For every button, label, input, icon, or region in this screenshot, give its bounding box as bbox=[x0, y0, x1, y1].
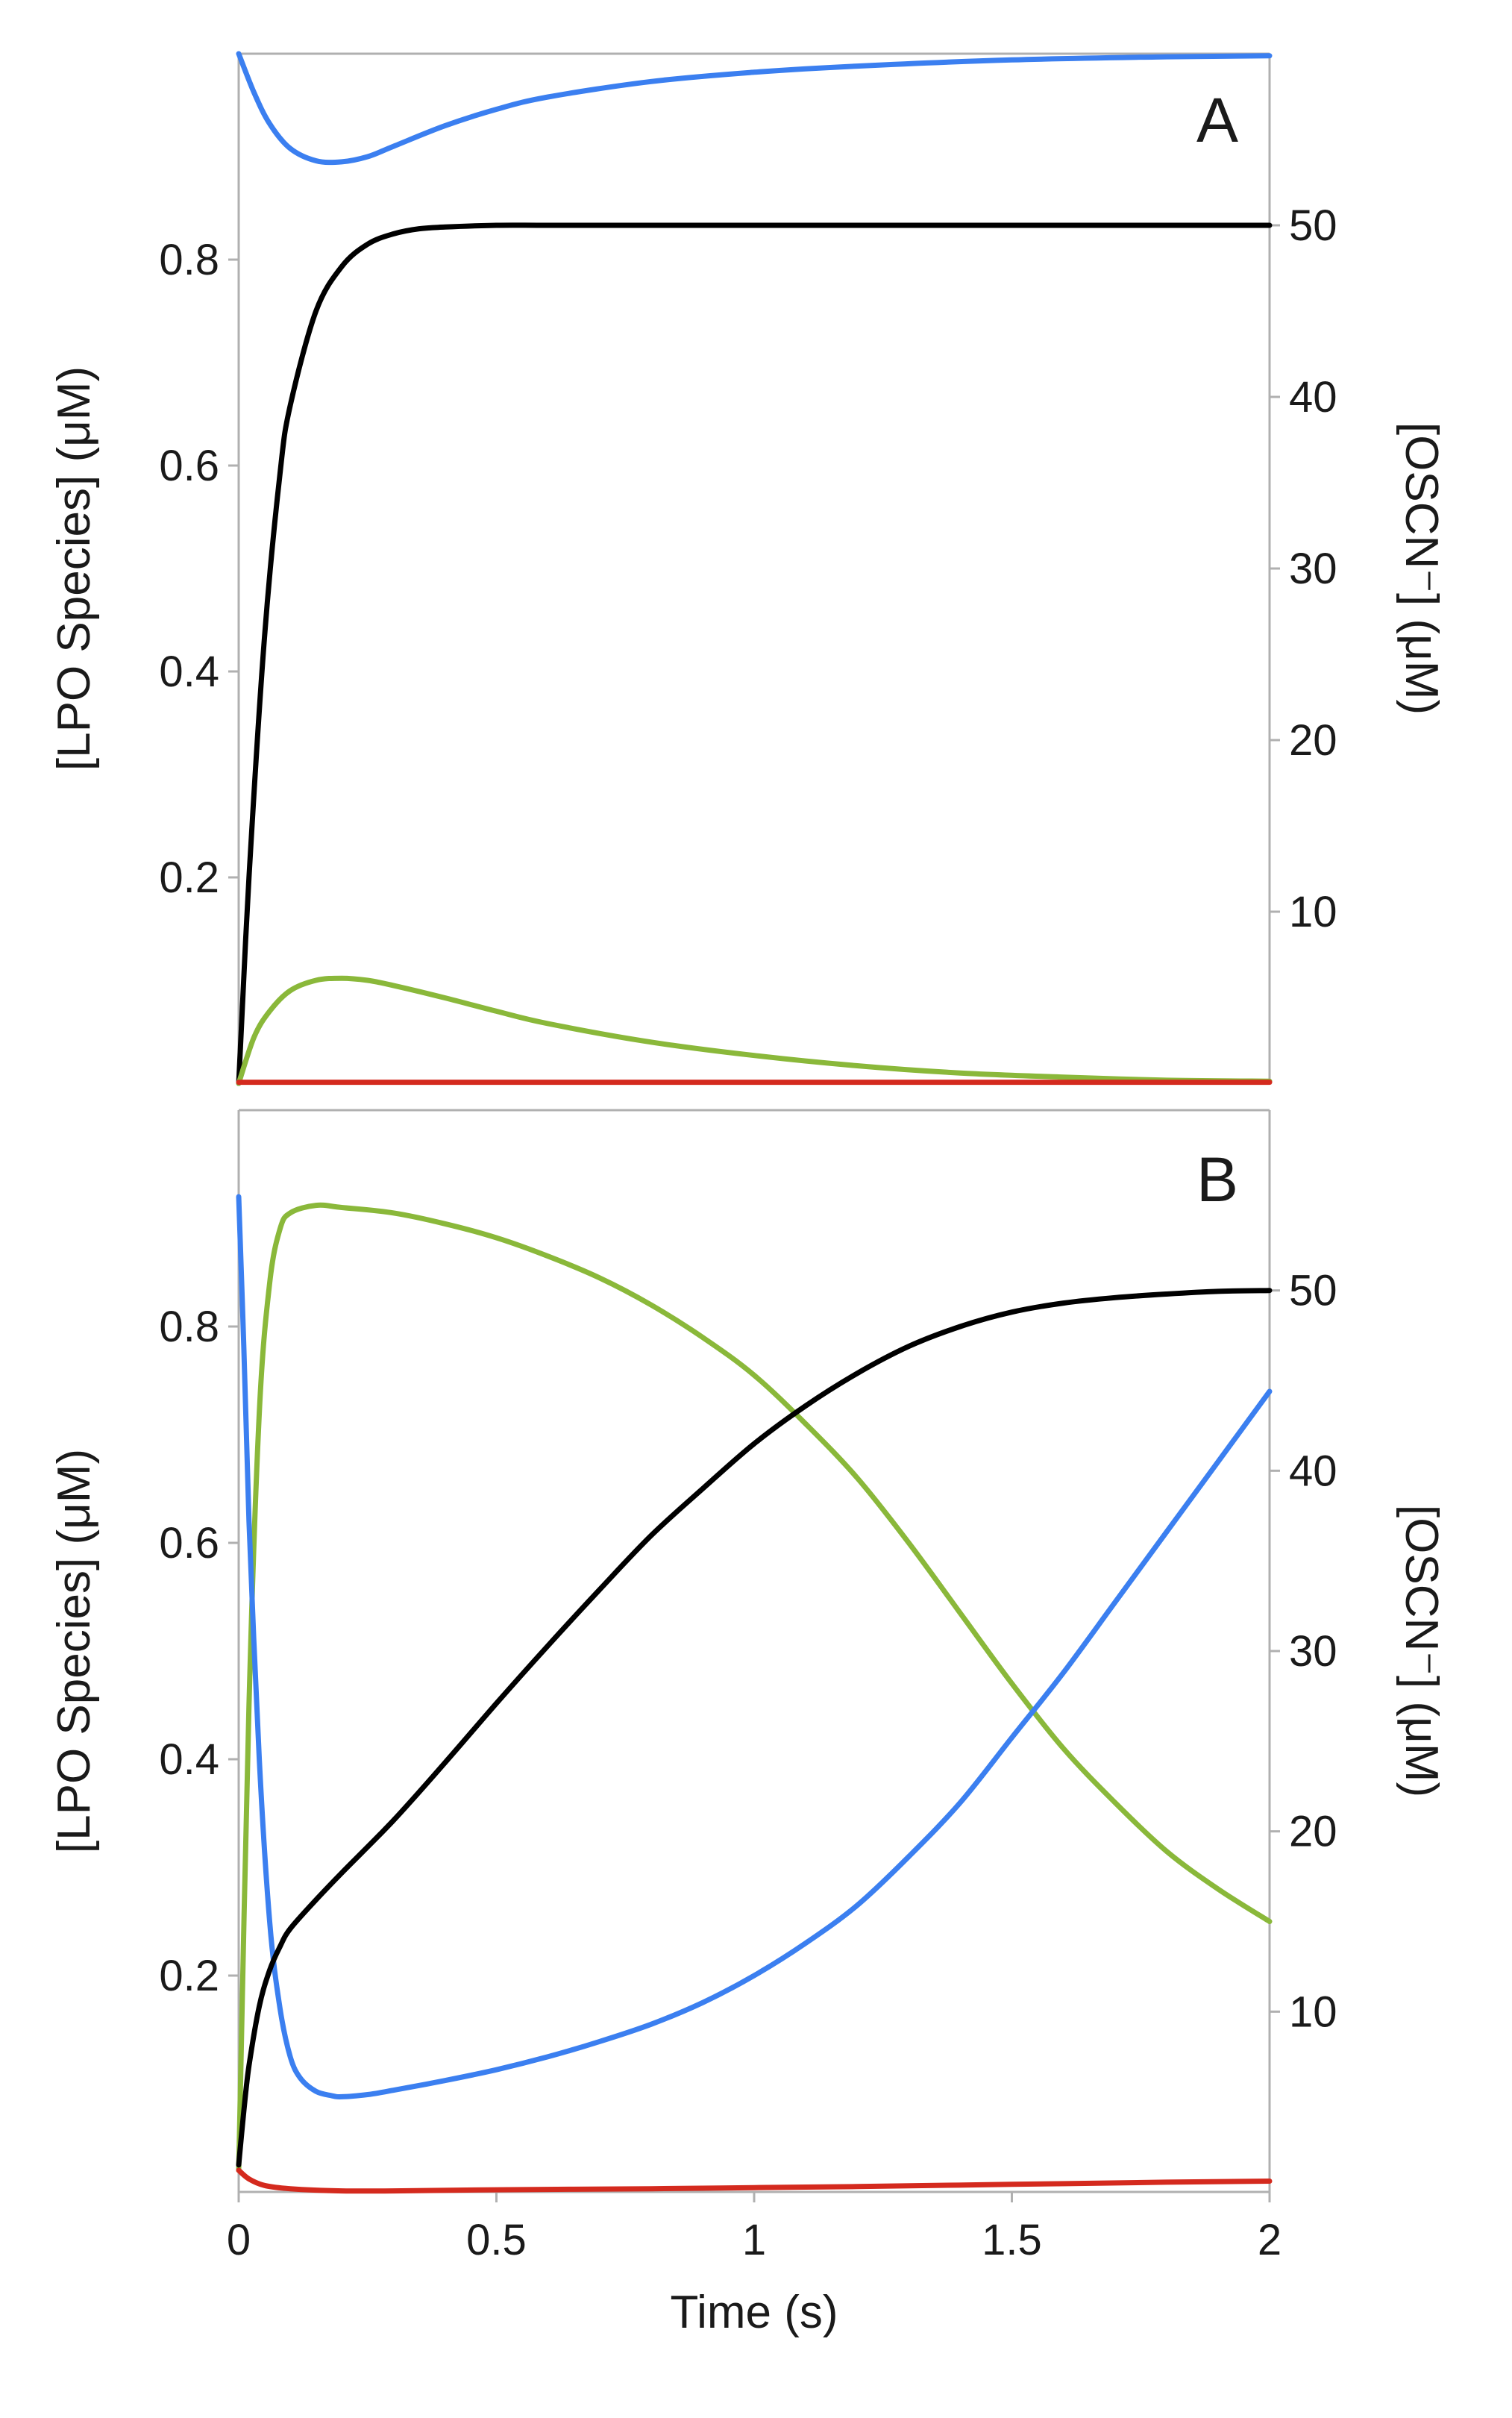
panel-b-y2tick-label: 20 bbox=[1289, 1808, 1337, 1856]
panel-a-series bbox=[236, 51, 1273, 1086]
panel-b-series-blue bbox=[236, 1194, 1273, 2099]
panel-a: 0.2 0.4 0.6 0.8 10 20 30 40 50 A [LPO Species] (… bbox=[48, 51, 1447, 1086]
panel-b: 0.2 0.4 0.6 0.8 10 20 30 40 50 0 0.5 1 1.5 2 B [LPO S… bbox=[48, 1109, 1447, 2338]
panel-a-series-black bbox=[236, 222, 1273, 1086]
panel-b-xtick-label: 1.5 bbox=[982, 2216, 1042, 2264]
panel-b-ytick-label: 0.6 bbox=[159, 1519, 219, 1567]
panel-a-ytick-label: 0.8 bbox=[159, 236, 219, 284]
panel-b-y-axis-title: [LPO Species] (μM) bbox=[48, 1449, 100, 1853]
panel-b-ytick-label: 0.4 bbox=[159, 1735, 219, 1784]
panel-b-ticks: 0.2 0.4 0.6 0.8 10 20 30 40 50 0 0.5 1 1.5 2 bbox=[159, 1267, 1337, 2264]
panel-b-xtick-label: 2 bbox=[1258, 2216, 1282, 2264]
panel-a-series-green bbox=[236, 975, 1273, 1086]
panel-a-y-axis-title: [LPO Species] (μM) bbox=[48, 366, 100, 771]
panel-a-y2tick-label: 40 bbox=[1289, 373, 1337, 422]
panel-b-xtick-label: 1 bbox=[742, 2216, 766, 2264]
panel-b-xtick-label: 0 bbox=[227, 2216, 251, 2264]
panel-b-ytick-label: 0.2 bbox=[159, 1952, 219, 2000]
panel-b-series-green bbox=[236, 1202, 1273, 2173]
panel-a-ytick-label: 0.6 bbox=[159, 442, 219, 490]
panel-a-ytick-label: 0.2 bbox=[159, 853, 219, 902]
panel-a-series-blue bbox=[236, 51, 1273, 166]
panel-b-xtick-label: 0.5 bbox=[466, 2216, 527, 2264]
panel-b-series-black bbox=[236, 1288, 1273, 2168]
panel-a-y2tick-label: 50 bbox=[1289, 201, 1337, 250]
panel-b-y2tick-label: 50 bbox=[1289, 1267, 1337, 1315]
panel-b-y2tick-label: 10 bbox=[1289, 1988, 1337, 2036]
panel-b-y2tick-label: 30 bbox=[1289, 1627, 1337, 1676]
panel-a-y2tick-label: 10 bbox=[1289, 888, 1337, 936]
panel-b-series-red bbox=[236, 2167, 1273, 2194]
panel-b-y2-axis-title: [OSCN⁻] (μM) bbox=[1396, 1505, 1447, 1797]
panel-a-ticks: 0.2 0.4 0.6 0.8 10 20 30 40 50 bbox=[159, 201, 1337, 936]
panel-b-y2tick-label: 40 bbox=[1289, 1447, 1337, 1495]
panel-a-y2-axis-title: [OSCN⁻] (μM) bbox=[1396, 422, 1447, 715]
panel-b-label: B bbox=[1196, 1144, 1238, 1215]
panel-a-ytick-label: 0.4 bbox=[159, 648, 219, 696]
panel-a-label: A bbox=[1196, 85, 1238, 155]
x-axis-title: Time (s) bbox=[671, 2287, 838, 2338]
panel-a-y2tick-label: 30 bbox=[1289, 545, 1337, 593]
panel-b-series bbox=[236, 1194, 1273, 2194]
panel-b-ytick-label: 0.8 bbox=[159, 1303, 219, 1351]
panel-a-y2tick-label: 20 bbox=[1289, 716, 1337, 765]
